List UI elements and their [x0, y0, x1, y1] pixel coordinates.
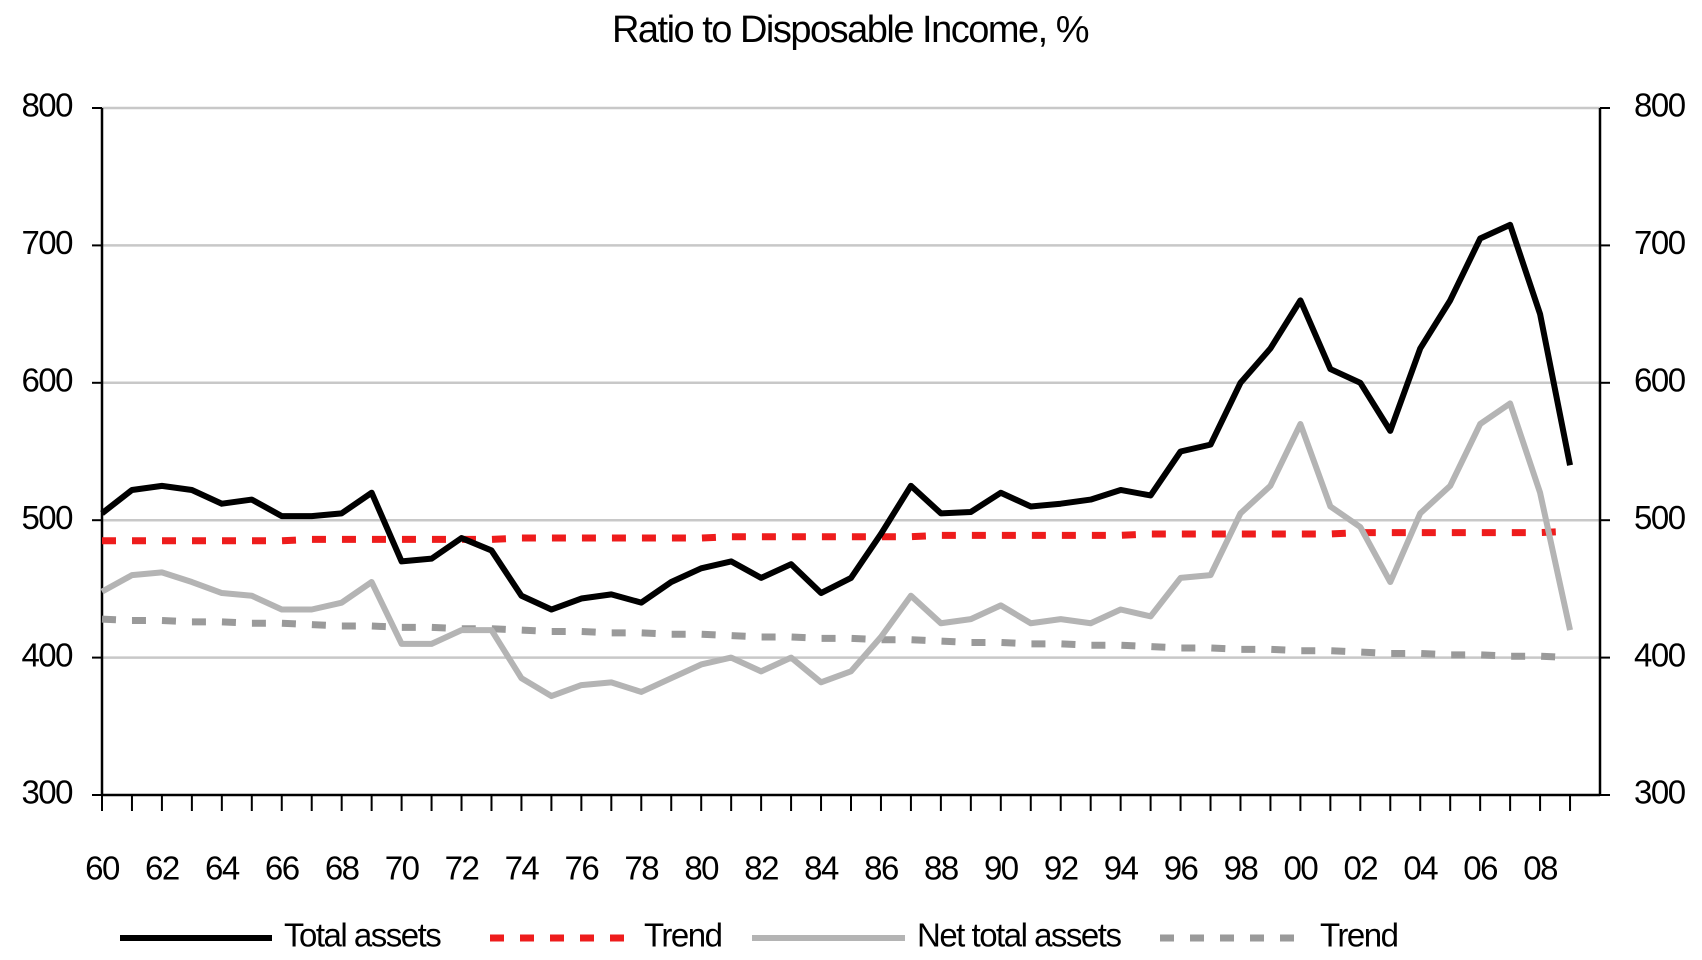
legend-label: Trend	[1320, 917, 1398, 954]
x-tick-label: 86	[864, 850, 898, 887]
x-tick-label: 02	[1343, 850, 1377, 887]
legend-label: Trend	[644, 917, 722, 954]
legend-label: Total assets	[284, 917, 441, 954]
x-tick-label: 76	[565, 850, 599, 887]
y-tick-label: 400	[21, 636, 73, 673]
x-tick-label: 74	[505, 850, 540, 887]
y2-tick-label: 700	[1634, 224, 1686, 261]
x-tick-label: 82	[744, 850, 778, 887]
x-tick-label: 68	[325, 850, 359, 887]
x-tick-label: 90	[984, 850, 1019, 887]
x-tick-label: 92	[1044, 850, 1078, 887]
chart-title: Ratio to Disposable Income, %	[612, 9, 1089, 51]
series-line	[100, 221, 1573, 613]
x-tick-label: 80	[684, 850, 719, 887]
x-tick-label: 00	[1284, 850, 1319, 887]
y-tick-label: 300	[21, 774, 73, 811]
y2-tick-label: 400	[1634, 636, 1686, 673]
series-line	[102, 527, 1571, 545]
legend-label: Net total assets	[917, 917, 1121, 954]
x-tick-label: 06	[1463, 850, 1497, 887]
x-tick-label: 04	[1403, 850, 1438, 887]
x-tick-label: 96	[1164, 850, 1198, 887]
x-tick-label: 88	[924, 850, 958, 887]
x-tick-label: 84	[804, 850, 839, 887]
y2-tick-label: 500	[1634, 499, 1686, 536]
x-tick-label: 64	[205, 850, 240, 887]
x-tick-label: 08	[1523, 850, 1557, 887]
y-tick-label: 700	[21, 224, 73, 261]
x-tick-label: 98	[1224, 850, 1258, 887]
x-tick-label: 72	[445, 850, 479, 887]
series-line	[101, 615, 1571, 662]
y2-tick-label: 800	[1634, 87, 1686, 124]
y2-tick-label: 300	[1634, 774, 1686, 811]
x-tick-label: 66	[265, 850, 299, 887]
y2-tick-label: 600	[1634, 362, 1686, 399]
x-tick-label: 94	[1104, 850, 1139, 887]
y-tick-label: 800	[21, 87, 73, 124]
y-tick-label: 600	[21, 362, 73, 399]
y-tick-label: 500	[21, 499, 73, 536]
x-tick-label: 62	[145, 850, 179, 887]
x-tick-label: 70	[385, 850, 420, 887]
series-line	[100, 400, 1573, 700]
x-tick-label: 60	[85, 850, 120, 887]
x-tick-label: 78	[624, 850, 658, 887]
